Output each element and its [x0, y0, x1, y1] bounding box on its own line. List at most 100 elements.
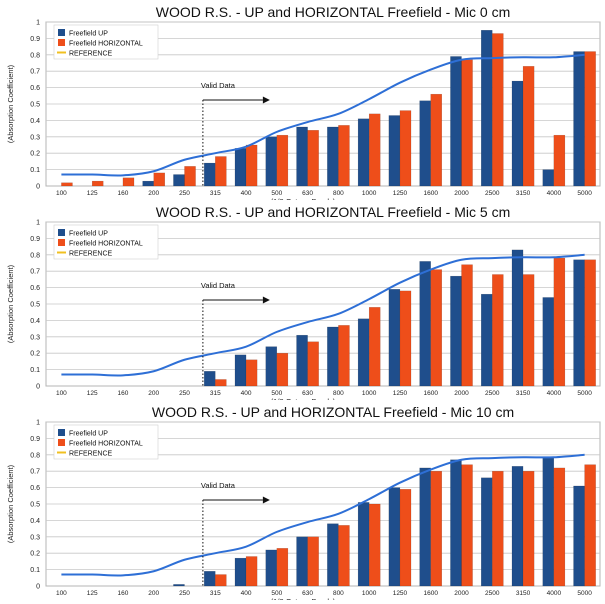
bar-freefield-up	[234, 148, 247, 187]
bar-freefield-horizontal	[584, 464, 596, 587]
bar-freefield-horizontal	[368, 503, 381, 587]
y-tick-label: 0.2	[30, 151, 40, 158]
bar-freefield-horizontal	[461, 264, 473, 387]
x-tick-label: 100	[56, 590, 67, 597]
y-tick-label: 0.3	[30, 334, 40, 341]
legend-label: REFERENCE	[69, 51, 113, 58]
bar-freefield-horizontal	[553, 134, 566, 187]
bar-freefield-horizontal	[368, 113, 381, 187]
bar-freefield-up	[327, 126, 339, 187]
bar-freefield-horizontal	[307, 130, 319, 187]
bar-freefield-up	[480, 30, 493, 187]
x-tick-label: 3150	[516, 390, 531, 397]
y-tick-label: 0.9	[30, 436, 40, 443]
x-tick-label: 250	[179, 390, 190, 397]
x-tick-label: 2000	[454, 590, 469, 597]
bar-freefield-up	[296, 536, 308, 587]
x-tick-label: 5000	[577, 390, 592, 397]
bar-freefield-up	[450, 56, 462, 187]
x-tick-label: 800	[333, 390, 344, 397]
bar-freefield-horizontal	[368, 307, 381, 387]
x-tick-label: 500	[271, 190, 282, 197]
legend-box	[53, 424, 159, 460]
y-tick-label: 0.8	[30, 252, 40, 259]
y-tick-label: 0.1	[30, 367, 40, 374]
legend-label: Freefield UP	[69, 231, 108, 238]
bar-freefield-horizontal	[276, 352, 289, 387]
bar-freefield-up	[511, 249, 524, 387]
bar-freefield-up	[296, 334, 308, 387]
bar-freefield-horizontal	[338, 325, 350, 387]
bar-freefield-up	[327, 523, 339, 587]
x-tick-label: 250	[179, 190, 190, 197]
x-tick-label: 2000	[454, 390, 469, 397]
bar-freefield-up	[173, 584, 185, 587]
y-tick-label: 0.5	[30, 302, 40, 309]
bar-freefield-horizontal	[122, 177, 135, 187]
arrow-head-icon	[262, 296, 270, 304]
bar-freefield-horizontal	[553, 467, 566, 587]
bar-freefield-up	[357, 502, 370, 587]
chart-panel-1: WOOD R.S. - UP and HORIZONTAL Freefield …	[6, 4, 601, 200]
valid-data-label: Valid Data	[201, 481, 236, 490]
bar-freefield-horizontal	[276, 134, 289, 187]
legend-label: Freefield HORIZONTAL	[69, 241, 143, 248]
valid-data-label: Valid Data	[201, 281, 236, 290]
legend-label: Freefield HORIZONTAL	[69, 41, 143, 48]
y-tick-label: 0.7	[30, 469, 40, 476]
x-tick-label: 315	[210, 390, 221, 397]
bar-freefield-horizontal	[276, 548, 289, 587]
x-tick-label: 1250	[393, 390, 408, 397]
bar-freefield-up	[234, 354, 247, 387]
bar-freefield-up	[234, 557, 247, 587]
bar-freefield-up	[511, 80, 524, 187]
reference-line	[61, 253, 585, 377]
bar-freefield-horizontal	[492, 274, 504, 387]
bar-freefield-horizontal	[91, 180, 104, 187]
reference-line	[61, 53, 585, 177]
bar-freefield-horizontal	[584, 259, 596, 387]
bar-freefield-up	[419, 467, 431, 587]
legend-swatch	[58, 29, 65, 36]
bar-freefield-horizontal	[461, 59, 473, 187]
x-tick-label: 400	[241, 590, 252, 597]
bar-freefield-horizontal	[153, 172, 166, 187]
legend-label: REFERENCE	[69, 251, 113, 258]
x-tick-label: 125	[87, 390, 98, 397]
bar-freefield-horizontal	[430, 93, 443, 187]
bar-freefield-horizontal	[399, 110, 412, 187]
bar-freefield-up	[173, 174, 185, 187]
bar-freefield-up	[480, 477, 493, 587]
x-tick-label: 500	[271, 390, 282, 397]
legend-swatch	[58, 429, 65, 436]
x-tick-label: 160	[118, 590, 129, 597]
legend-label: Freefield UP	[69, 431, 108, 438]
x-tick-label: 3150	[516, 590, 531, 597]
bar-freefield-horizontal	[522, 470, 535, 587]
bar-freefield-up	[203, 162, 216, 187]
y-tick-label: 0.5	[30, 102, 40, 109]
legend-swatch	[58, 439, 65, 446]
y-tick-label: 0.3	[30, 134, 40, 141]
y-tick-label: 0.6	[30, 285, 40, 292]
valid-data-label: Valid Data	[201, 81, 236, 90]
x-tick-label: 100	[56, 190, 67, 197]
bar-freefield-up	[573, 485, 585, 587]
bar-freefield-horizontal	[553, 257, 566, 387]
y-tick-label: 0.8	[30, 52, 40, 59]
x-tick-label: 800	[333, 190, 344, 197]
bar-freefield-horizontal	[522, 274, 535, 387]
bar-freefield-horizontal	[461, 464, 473, 587]
bar-freefield-horizontal	[584, 51, 596, 187]
x-tick-label: 5000	[577, 590, 592, 597]
y-tick-label: 1	[36, 20, 40, 27]
x-tick-label: 630	[302, 590, 313, 597]
bar-freefield-horizontal	[245, 144, 258, 187]
bar-freefield-up	[265, 346, 278, 387]
bar-freefield-horizontal	[215, 574, 227, 587]
bar-freefield-up	[203, 571, 216, 587]
y-tick-label: 0.6	[30, 85, 40, 92]
x-tick-label: 400	[241, 190, 252, 197]
y-axis-label: (Absorption Coefficient)	[6, 464, 15, 543]
